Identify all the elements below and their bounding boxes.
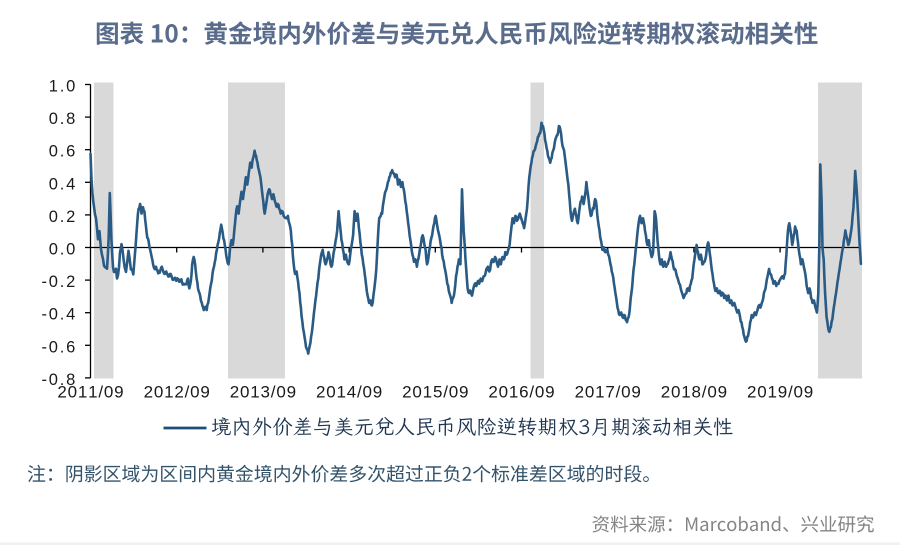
svg-text:2014/09: 2014/09 xyxy=(316,383,382,402)
svg-text:0.0: 0.0 xyxy=(49,241,76,259)
svg-text:0.6: 0.6 xyxy=(49,143,76,161)
svg-text:2019/09: 2019/09 xyxy=(747,383,813,402)
svg-text:2015/09: 2015/09 xyxy=(402,383,468,402)
svg-text:2017/09: 2017/09 xyxy=(575,383,641,402)
svg-text:0.4: 0.4 xyxy=(49,175,76,193)
svg-text:2018/09: 2018/09 xyxy=(661,383,727,402)
svg-text:0.2: 0.2 xyxy=(49,208,76,226)
svg-text:0.8: 0.8 xyxy=(49,110,76,128)
svg-text:1.0: 1.0 xyxy=(49,78,76,96)
svg-text:2013/09: 2013/09 xyxy=(230,383,296,402)
svg-text:2012/09: 2012/09 xyxy=(144,383,210,402)
svg-text:2011/09: 2011/09 xyxy=(57,383,123,402)
svg-text:2016/09: 2016/09 xyxy=(488,383,554,402)
